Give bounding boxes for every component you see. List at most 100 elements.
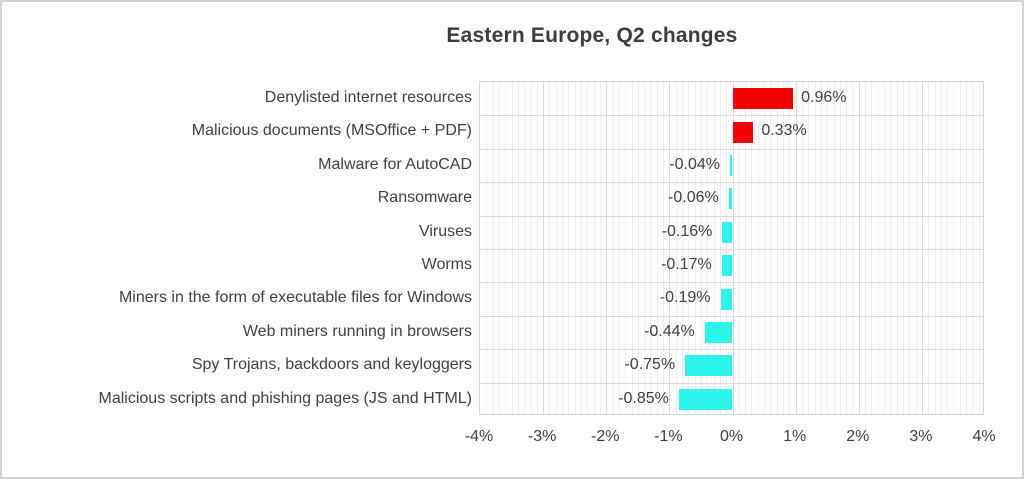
minor-gridline — [947, 82, 949, 414]
major-gridline — [858, 82, 860, 414]
minor-gridline — [498, 82, 500, 414]
minor-gridline — [663, 82, 665, 414]
bar — [678, 388, 733, 410]
minor-gridline — [896, 82, 898, 414]
minor-gridline — [517, 82, 519, 414]
bar-value-label: -0.06% — [668, 189, 719, 207]
bar — [721, 255, 733, 277]
x-tick-label: 0% — [719, 428, 744, 445]
minor-gridline — [713, 82, 715, 414]
minor-gridline — [934, 82, 936, 414]
minor-gridline — [789, 82, 791, 414]
minor-gridline — [776, 82, 778, 414]
minor-gridline — [909, 82, 911, 414]
minor-gridline — [959, 82, 961, 414]
minor-gridline — [940, 82, 942, 414]
minor-gridline — [593, 82, 595, 414]
minor-gridline — [562, 82, 564, 414]
row-gridline — [480, 282, 983, 284]
x-tick-label: 1% — [783, 428, 807, 445]
minor-gridline — [644, 82, 646, 414]
minor-gridline — [814, 82, 816, 414]
row-gridline — [480, 182, 983, 184]
minor-gridline — [707, 82, 709, 414]
minor-gridline — [581, 82, 582, 414]
category-label: Spy Trojans, backdoors and keyloggers — [191, 356, 472, 374]
bar-value-label: -0.75% — [624, 356, 676, 374]
major-gridline — [732, 82, 734, 414]
major-gridline — [606, 82, 608, 414]
row-gridline — [480, 115, 983, 117]
minor-gridline — [726, 82, 728, 414]
category-label: Denylisted internet resources — [264, 89, 472, 106]
bar — [728, 188, 733, 210]
bar — [729, 155, 733, 176]
minor-gridline — [839, 82, 841, 414]
category-label: Worms — [421, 256, 472, 273]
minor-gridline — [536, 82, 538, 414]
minor-gridline — [877, 82, 879, 414]
minor-gridline — [574, 82, 576, 414]
bar — [704, 322, 733, 343]
row-gridline — [480, 349, 983, 351]
minor-gridline — [524, 82, 526, 414]
minor-gridline — [612, 82, 614, 414]
x-tick-label: -2% — [591, 428, 620, 445]
bar — [685, 355, 733, 377]
plot-area — [479, 81, 984, 415]
minor-gridline — [486, 82, 488, 414]
minor-gridline — [978, 82, 980, 414]
minor-gridline — [902, 82, 904, 414]
row-gridline — [480, 215, 983, 217]
minor-gridline — [505, 82, 507, 414]
minor-gridline — [492, 82, 494, 414]
minor-gridline — [808, 82, 810, 414]
minor-gridline — [682, 82, 683, 414]
category-label: Malicious scripts and phishing pages (JS… — [98, 389, 473, 407]
minor-gridline — [928, 82, 930, 414]
minor-gridline — [719, 82, 721, 414]
row-gridline — [480, 315, 983, 317]
minor-gridline — [915, 82, 917, 414]
major-gridline — [795, 82, 797, 414]
minor-gridline — [884, 82, 885, 414]
minor-gridline — [511, 82, 513, 414]
minor-gridline — [801, 82, 803, 414]
bar-value-label: 0.96% — [801, 89, 847, 106]
minor-gridline — [846, 82, 848, 414]
x-tick-label: -1% — [654, 428, 683, 445]
bar — [732, 121, 754, 143]
bar-value-label: -0.17% — [661, 256, 712, 273]
major-gridline — [543, 82, 545, 414]
x-tick-label: -3% — [527, 428, 557, 445]
row-gridline — [480, 148, 983, 150]
category-label: Viruses — [418, 222, 472, 240]
minor-gridline — [770, 82, 772, 414]
minor-gridline — [656, 82, 658, 414]
minor-gridline — [625, 82, 627, 414]
x-tick-label: 2% — [846, 428, 870, 445]
minor-gridline — [599, 82, 601, 414]
minor-gridline — [745, 82, 747, 414]
minor-gridline — [833, 82, 835, 414]
minor-gridline — [587, 82, 589, 414]
minor-gridline — [650, 82, 652, 414]
minor-gridline — [694, 82, 696, 414]
minor-gridline — [890, 82, 892, 414]
category-label: Web miners running in browsers — [242, 322, 472, 340]
minor-gridline — [865, 82, 867, 414]
x-tick-label: 4% — [972, 428, 996, 445]
minor-gridline — [751, 82, 753, 414]
minor-gridline — [871, 82, 873, 414]
bar-value-label: -0.16% — [661, 222, 713, 240]
x-tick-label: -4% — [464, 428, 494, 445]
minor-gridline — [820, 82, 822, 414]
category-label: Malicious documents (MSOffice + PDF) — [191, 122, 472, 140]
bar-value-label: -0.04% — [669, 155, 720, 173]
minor-gridline — [738, 82, 740, 414]
bar-value-label: 0.33% — [761, 122, 807, 140]
minor-gridline — [688, 82, 690, 414]
category-label: Ransomware — [377, 189, 472, 207]
minor-gridline — [700, 82, 702, 414]
